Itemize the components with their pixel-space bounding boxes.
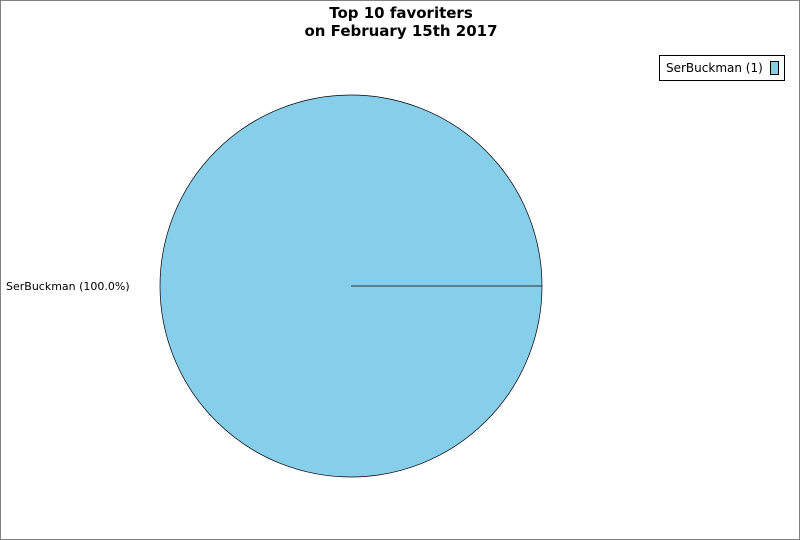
legend-label: SerBuckman (1) [666, 61, 763, 75]
chart-subtitle: on February 15th 2017 [304, 22, 498, 40]
legend-swatch [769, 61, 779, 75]
slice-label: SerBuckman (100.0%) [6, 280, 130, 293]
legend: SerBuckman (1) [659, 55, 785, 81]
chart-title: Top 10 favoriters [329, 4, 473, 22]
